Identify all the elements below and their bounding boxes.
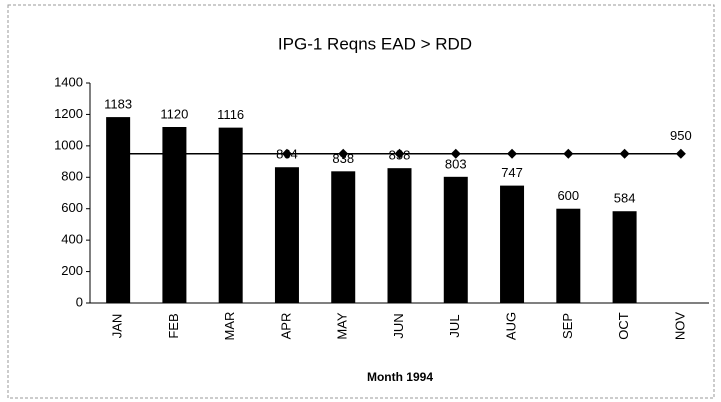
- line-marker: [619, 148, 630, 159]
- y-tick-label: 1200: [54, 106, 83, 121]
- x-tick-label: FEB: [166, 313, 181, 338]
- bar: [612, 211, 637, 303]
- x-tick-label: MAR: [222, 312, 237, 341]
- y-tick-label: 400: [61, 232, 83, 247]
- line-marker: [507, 148, 518, 159]
- x-tick-label: JUL: [447, 314, 462, 337]
- bar: [387, 168, 412, 303]
- line-marker: [563, 148, 574, 159]
- line-marker: [675, 148, 686, 159]
- data-label: 803: [445, 156, 467, 171]
- x-tick-label: NOV: [672, 312, 687, 341]
- data-label: 584: [614, 191, 636, 206]
- data-label: 1116: [217, 107, 244, 122]
- bar: [500, 185, 525, 303]
- bar: [106, 117, 131, 303]
- y-tick-label: 1000: [54, 137, 83, 152]
- y-tick-label: 600: [61, 200, 83, 215]
- data-label: 747: [501, 165, 523, 180]
- data-label: 950: [670, 128, 692, 143]
- data-label: 600: [557, 188, 579, 203]
- x-tick-label: JAN: [110, 314, 125, 339]
- x-tick-label: AUG: [503, 312, 518, 340]
- x-tick-label: MAY: [335, 312, 350, 340]
- line-marker: [394, 148, 405, 159]
- x-tick-label: OCT: [616, 312, 631, 340]
- x-axis-title: Month 1994: [367, 370, 433, 384]
- x-tick-label: SEP: [560, 313, 575, 339]
- y-tick-label: 200: [61, 263, 83, 278]
- line-marker: [338, 148, 349, 159]
- bar: [443, 176, 468, 303]
- line-marker: [225, 148, 236, 159]
- bar: [556, 208, 581, 303]
- x-tick-label: APR: [278, 313, 293, 340]
- data-label: 1120: [160, 106, 188, 121]
- y-tick-label: 800: [61, 169, 83, 184]
- line-marker: [281, 148, 292, 159]
- chart-title: IPG-1 Reqns EAD > RDD: [278, 34, 472, 53]
- line-marker: [169, 148, 180, 159]
- bar: [331, 171, 356, 303]
- y-tick-label: 0: [76, 294, 83, 309]
- x-tick-label: JUN: [391, 313, 406, 338]
- bar: [274, 167, 299, 303]
- y-tick-label: 1400: [54, 74, 83, 89]
- data-label: 1183: [104, 97, 132, 112]
- line-marker: [113, 148, 124, 159]
- line-marker: [450, 148, 461, 159]
